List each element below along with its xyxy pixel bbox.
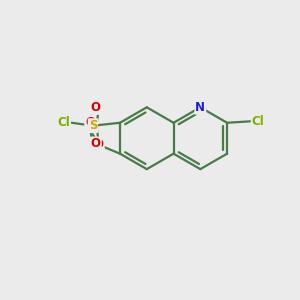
Text: Cl: Cl [57,116,70,129]
Text: O: O [91,137,101,151]
Text: O: O [94,138,104,151]
Text: O: O [91,101,101,114]
Text: Cl: Cl [252,115,264,128]
Text: N: N [195,101,205,114]
Text: S: S [89,119,97,132]
Text: O: O [85,116,95,129]
